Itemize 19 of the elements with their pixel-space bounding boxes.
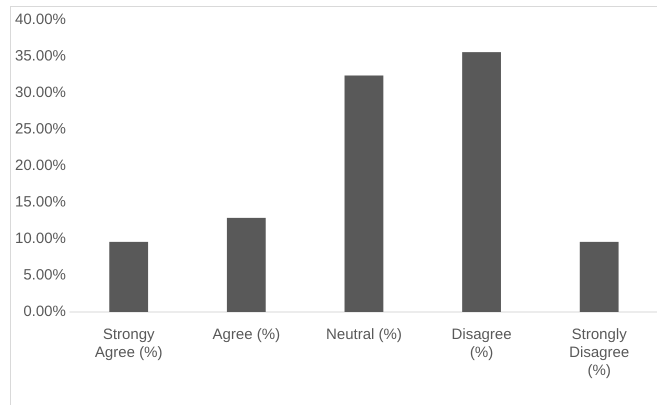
bar (462, 52, 501, 312)
x-tick-label: Strongy Agree (%) (94, 326, 162, 362)
y-tick-label: 5.00% (23, 266, 66, 284)
bar (580, 242, 619, 312)
y-tick-label: 10.00% (15, 230, 66, 248)
bar (226, 218, 266, 312)
y-tick-label: 15.00% (15, 194, 66, 211)
y-tick-label: 0.00% (23, 303, 66, 320)
x-tick-label: Disagree (%) (452, 326, 512, 362)
x-tick-label: Strongly Disagree (%) (569, 326, 630, 380)
y-tick-label: 20.00% (15, 157, 66, 174)
bar (109, 242, 148, 312)
y-tick-label: 35.00% (15, 48, 66, 65)
y-tick-label: 25.00% (15, 120, 66, 138)
bar (344, 75, 384, 312)
y-tick-label: 40.00% (15, 11, 66, 28)
x-tick-label: Agree (%) (212, 326, 280, 344)
y-tick-label: 30.00% (15, 84, 66, 102)
x-tick-label: Neutral (%) (326, 326, 402, 344)
